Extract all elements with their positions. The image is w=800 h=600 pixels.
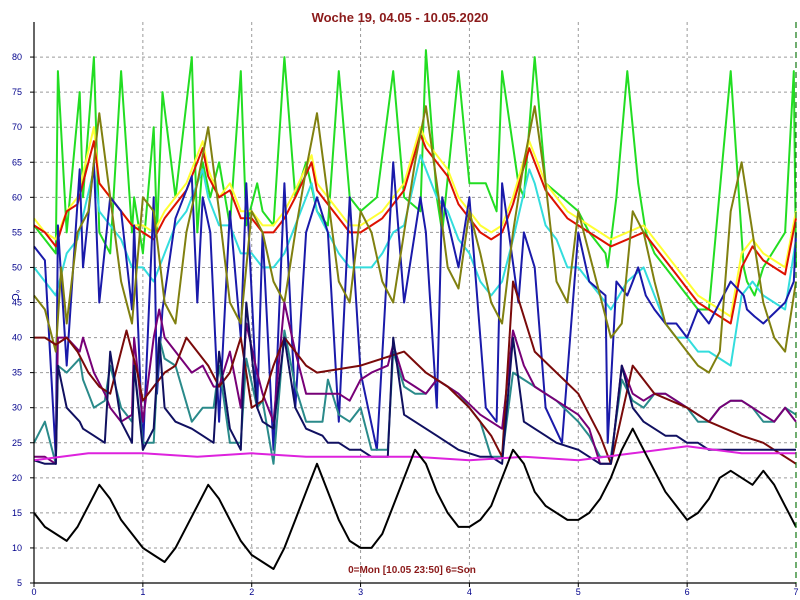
y-tick-label-14: 75: [12, 87, 22, 97]
series-line-7: [34, 301, 797, 465]
y-tick-label-13: 70: [12, 122, 22, 132]
x-tick-labels: 0 1 2 3 4 5 6 7: [31, 583, 799, 597]
y-tick-label-0: 5: [17, 578, 22, 588]
series-layer: [33, 49, 797, 570]
y-tick-label-8: 45: [12, 298, 22, 308]
series-line-11: [33, 427, 797, 570]
x-tick-label-2: 2: [249, 587, 254, 597]
y-tick-label-3: 20: [12, 473, 22, 483]
y-tick-label-4: 25: [12, 438, 22, 448]
y-tick-label-11: 60: [12, 192, 22, 202]
series-line-10: [33, 445, 796, 462]
series-line-8: [34, 280, 797, 465]
y-tick-label-1: 10: [12, 543, 22, 553]
y-tick-label-7: 40: [12, 333, 22, 343]
chart-footer: 0=Mon [10.05 23:50] 6=Son: [348, 565, 476, 576]
y-tick-label-15: 80: [12, 52, 22, 62]
y-tick-label-6: 35: [12, 368, 22, 378]
series-line-4: [33, 161, 797, 458]
series-line-1: [33, 126, 797, 318]
y-tick-label-2: 15: [12, 508, 22, 518]
y-tick-label-5: 30: [12, 403, 22, 413]
y-axis-label: °C: [9, 289, 20, 300]
x-tick-label-3: 3: [358, 587, 363, 597]
y-tick-labels: 5 10 15 20 25 30 35 40 45 50 55 60 65 70 75 80: [12, 52, 34, 588]
x-tick-label-0: 0: [31, 587, 36, 597]
x-tick-label-7: 7: [793, 587, 798, 597]
x-tick-label-6: 6: [685, 587, 690, 597]
y-tick-label-10: 55: [12, 227, 22, 237]
y-tick-label-12: 65: [12, 157, 22, 167]
series-line-5: [33, 105, 797, 374]
y-tick-label-9: 50: [12, 262, 22, 272]
x-tick-label-1: 1: [140, 587, 145, 597]
series-line-2: [33, 133, 797, 325]
x-tick-label-4: 4: [467, 587, 472, 597]
x-tick-label-5: 5: [576, 587, 581, 597]
chart-title: Woche 19, 04.05 - 10.05.2020: [312, 10, 489, 25]
